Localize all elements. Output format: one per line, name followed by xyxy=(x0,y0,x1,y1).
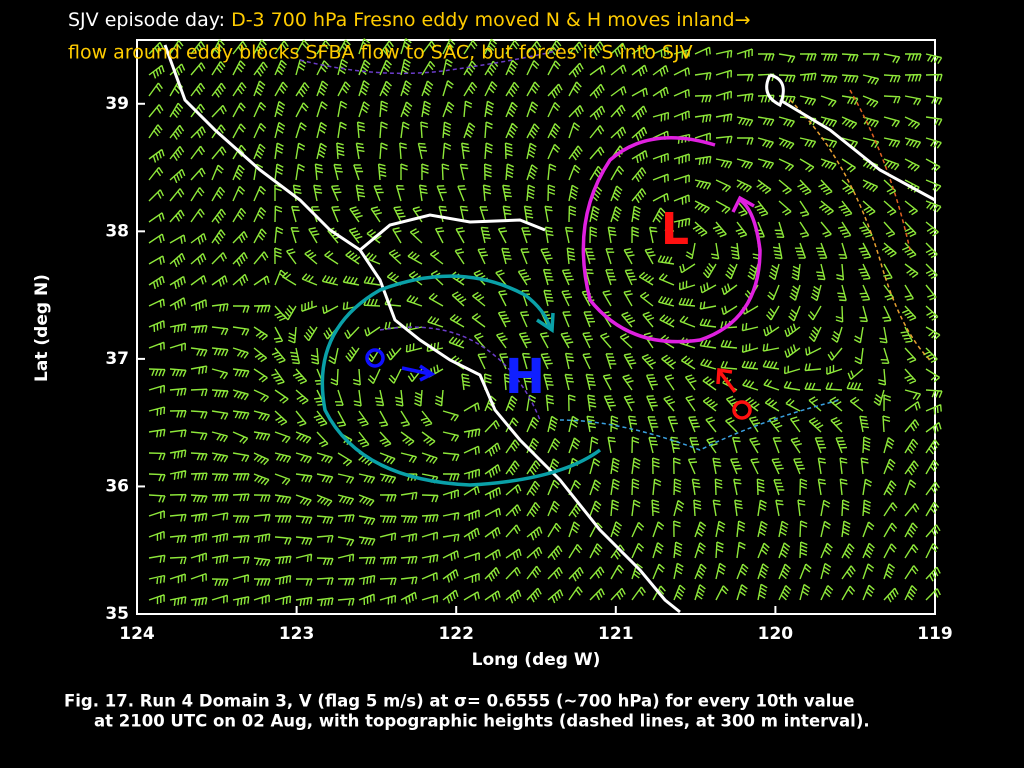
high-circulation xyxy=(320,274,602,487)
lake xyxy=(765,73,785,108)
x-tick-label: 119 xyxy=(917,624,953,644)
contour xyxy=(379,326,541,421)
coast xyxy=(163,44,681,614)
contour xyxy=(789,99,931,361)
contour xyxy=(299,49,561,75)
annotations xyxy=(320,135,762,487)
bay xyxy=(359,213,546,252)
header-line2: flow around eddy blocks SFBA flow to SAC… xyxy=(68,42,693,64)
x-tick-label: 124 xyxy=(119,624,155,644)
arrow-head xyxy=(536,312,555,334)
x-tick-label: 121 xyxy=(598,624,634,644)
contour xyxy=(559,399,841,451)
x-axis-label: Long (deg W) xyxy=(472,650,601,670)
header-text: D-3 700 hPa Fresno eddy moved N & H move… xyxy=(231,9,750,31)
low-label: L xyxy=(661,204,689,255)
coastline xyxy=(163,44,936,614)
origin-marker xyxy=(365,348,385,368)
y-tick-label: 39 xyxy=(105,94,129,114)
map-frame xyxy=(136,39,936,615)
origin-marker xyxy=(732,400,752,420)
wind-barbs xyxy=(148,38,943,607)
y-tick-label: 35 xyxy=(105,604,129,624)
y-tick-label: 37 xyxy=(105,349,129,369)
x-tick-label: 120 xyxy=(758,624,794,644)
x-tick-label: 123 xyxy=(279,624,315,644)
border xyxy=(779,98,936,202)
y-tick-label: 38 xyxy=(105,221,129,241)
low-circulation xyxy=(581,135,762,344)
caption-line2: at 2100 UTC on 02 Aug, with topographic … xyxy=(94,712,870,731)
y-tick-label: 36 xyxy=(105,476,129,496)
caption-line1: Fig. 17. Run 4 Domain 3, V (flag 5 m/s) … xyxy=(64,692,854,711)
header-lead: SJV episode day: xyxy=(68,9,231,31)
contour xyxy=(849,89,911,251)
arrow xyxy=(401,364,436,382)
header-line1: SJV episode day: D-3 700 hPa Fresno eddy… xyxy=(68,9,751,31)
arrow xyxy=(716,367,737,394)
barb-field xyxy=(148,38,943,607)
x-tick-label: 122 xyxy=(438,624,474,644)
high-label: H xyxy=(505,349,545,405)
y-axis-label: Lat (deg N) xyxy=(32,274,52,382)
arrow-head xyxy=(731,195,755,213)
topo-contours xyxy=(299,49,931,451)
